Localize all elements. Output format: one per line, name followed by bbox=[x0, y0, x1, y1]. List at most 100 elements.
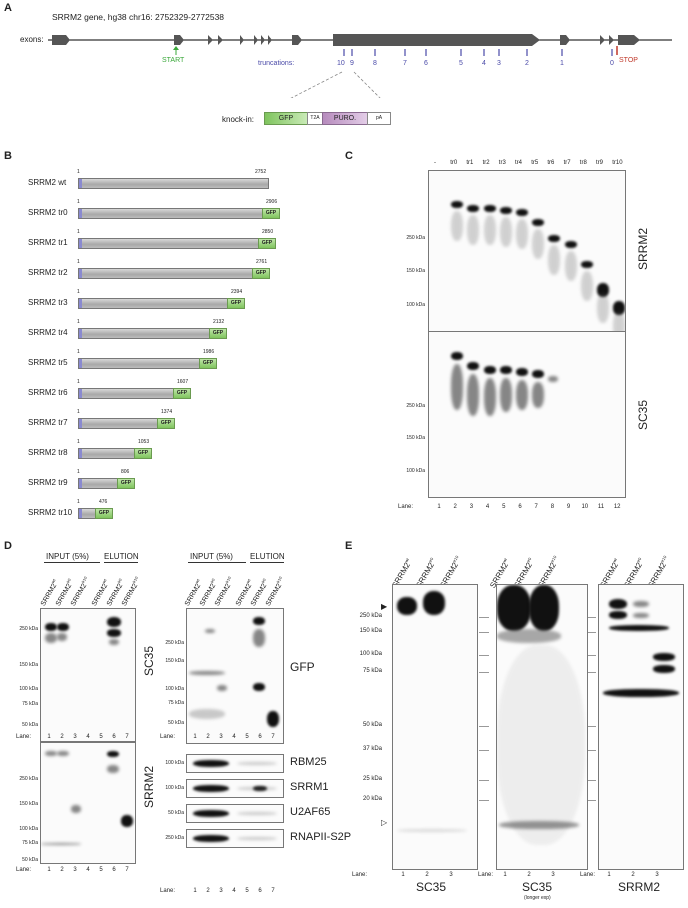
marker-label: 250 kDa bbox=[165, 835, 184, 841]
cassette-t2a: T2A bbox=[307, 112, 323, 125]
construct-name: SRRM2 tr3 bbox=[28, 298, 68, 307]
gfp-tag: GFP bbox=[262, 208, 280, 219]
blot-label-srrm2: SRRM2 bbox=[636, 227, 650, 270]
construct-length: 2394 bbox=[231, 289, 243, 295]
lane-number: 3 bbox=[469, 504, 474, 510]
blot-label-gfp: GFP bbox=[290, 660, 315, 674]
marker-tick bbox=[588, 672, 596, 673]
marker-label: 75 kDa bbox=[362, 668, 382, 674]
lane-header: tr4 bbox=[515, 160, 523, 166]
construct-start: 1 bbox=[77, 169, 80, 175]
lane-header: tr1 bbox=[466, 160, 474, 166]
truncation-number: 2 bbox=[525, 60, 529, 67]
construct-name: SRRM2 tr8 bbox=[28, 448, 68, 457]
truncation-number: 7 bbox=[403, 60, 407, 67]
marker-label: 100 kDa bbox=[165, 686, 184, 692]
blot-c-sc35 bbox=[428, 331, 626, 498]
truncation-number: 10 bbox=[337, 60, 345, 67]
lane-number: 5 bbox=[99, 867, 103, 873]
panel-letter-b: B bbox=[4, 150, 12, 162]
truncation-number: 3 bbox=[497, 60, 501, 67]
construct-name: SRRM2 tr5 bbox=[28, 358, 68, 367]
marker-tick bbox=[588, 800, 596, 801]
marker-label: 75 kDa bbox=[22, 701, 38, 707]
cassette-gfp: GFP bbox=[264, 112, 308, 125]
lane-header: tr3 bbox=[498, 160, 506, 166]
panel-letter-a: A bbox=[4, 2, 12, 14]
lane-prefix-d1: Lane: bbox=[16, 734, 32, 740]
longer-exp-label: (longer exp) bbox=[524, 895, 551, 901]
construct-start: 1 bbox=[77, 439, 80, 445]
marker-label: 100 kDa bbox=[165, 785, 184, 791]
lane-number: 1 bbox=[47, 867, 51, 873]
marker-label: 100 kDa bbox=[406, 302, 425, 308]
marker-label: 250 kDa bbox=[406, 235, 425, 241]
lane-header: tr6 bbox=[547, 160, 555, 166]
blot-label-e3: SRRM2 bbox=[618, 880, 661, 894]
lane-header: - bbox=[434, 160, 436, 166]
marker-tick bbox=[588, 750, 596, 751]
blot-d-sc35 bbox=[40, 608, 136, 742]
construct-length: 2761 bbox=[256, 259, 268, 265]
cassette-pa: pA bbox=[367, 112, 391, 125]
lane-number: 8 bbox=[550, 504, 555, 510]
construct-length: 2752 bbox=[255, 169, 267, 175]
elution-label: ELUTION bbox=[104, 552, 139, 561]
construct-bar bbox=[78, 358, 217, 369]
marker-tick bbox=[479, 672, 489, 673]
lane-number: 3 bbox=[219, 888, 223, 894]
lane-number: 6 bbox=[112, 867, 116, 873]
truncation-number: 9 bbox=[350, 60, 354, 67]
marker-label: 50 kDa bbox=[22, 722, 38, 728]
blot-label-e2: SC35 bbox=[522, 880, 553, 894]
lane-number: 6 bbox=[258, 888, 262, 894]
lane-number: 7 bbox=[271, 888, 275, 894]
truncation-number: 8 bbox=[373, 60, 377, 67]
construct-start: 1 bbox=[77, 319, 80, 325]
marker-label: 75 kDa bbox=[168, 700, 184, 706]
filled-arrowhead-icon: ▶ bbox=[381, 602, 388, 611]
blot-d-srrm2 bbox=[40, 742, 136, 864]
panel-letter-e: E bbox=[345, 540, 353, 552]
lane-header: tr7 bbox=[563, 160, 571, 166]
lane-number: 5 bbox=[245, 888, 249, 894]
marker-label: 50 kDa bbox=[168, 810, 184, 816]
marker-tick bbox=[588, 780, 596, 781]
construct-bar bbox=[78, 238, 276, 249]
lane-header: tr0 bbox=[450, 160, 458, 166]
lane-prefix: Lane: bbox=[398, 504, 414, 510]
elution-label-right: ELUTION bbox=[250, 552, 285, 561]
lane-number: 9 bbox=[566, 504, 571, 510]
marker-label: 20 kDa bbox=[362, 796, 382, 802]
construct-length: 1053 bbox=[138, 439, 150, 445]
lane-number: 7 bbox=[125, 734, 129, 740]
construct-start: 1 bbox=[77, 499, 80, 505]
gene-model bbox=[48, 34, 672, 98]
marker-label: 50 kDa bbox=[22, 857, 38, 863]
gfp-tag: GFP bbox=[117, 478, 135, 489]
lane-number: 4 bbox=[86, 734, 90, 740]
marker-tick bbox=[588, 617, 596, 618]
gfp-tag: GFP bbox=[199, 358, 217, 369]
construct-name: SRRM2 tr9 bbox=[28, 478, 68, 487]
panel-letter-c: C bbox=[345, 150, 353, 162]
blot-small bbox=[186, 829, 284, 848]
small-blot-label: RNAPII-S2P bbox=[290, 831, 352, 843]
marker-label: 150 kDa bbox=[19, 801, 38, 807]
construct-length: 1607 bbox=[177, 379, 189, 385]
lane-number: 3 bbox=[449, 872, 453, 878]
input-label: INPUT (5%) bbox=[46, 552, 89, 561]
construct-bar bbox=[78, 328, 227, 339]
construct-name: SRRM2 tr7 bbox=[28, 418, 68, 427]
construct-start: 1 bbox=[77, 349, 80, 355]
lane-number: 1 bbox=[401, 872, 405, 878]
construct-name: SRRM2 tr6 bbox=[28, 388, 68, 397]
marker-tick bbox=[588, 726, 596, 727]
construct-name: SRRM2 tr0 bbox=[28, 208, 68, 217]
construct-start: 1 bbox=[77, 469, 80, 475]
lane-number: 4 bbox=[86, 867, 90, 873]
marker-label: 150 kDa bbox=[406, 268, 425, 274]
construct-start: 1 bbox=[77, 199, 80, 205]
construct-name: SRRM2 tr10 bbox=[28, 508, 73, 517]
construct-start: 1 bbox=[77, 229, 80, 235]
